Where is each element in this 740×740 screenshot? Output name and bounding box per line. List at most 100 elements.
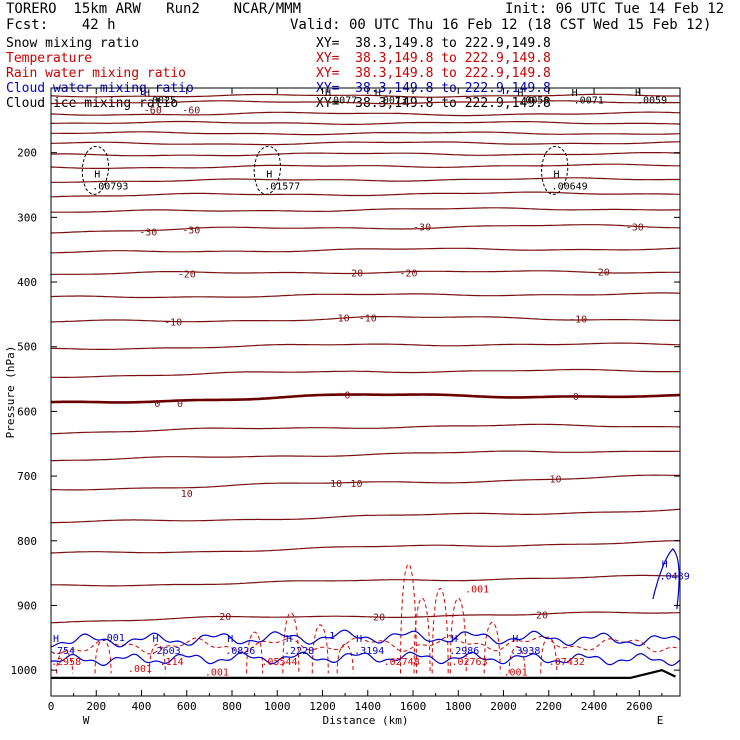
isotherm-label: 0 (573, 392, 579, 403)
cloud-water-high-marker: H (286, 634, 292, 645)
cloud-water-high-marker: H (512, 634, 518, 645)
isotherm-label: -10 (569, 314, 587, 325)
snow-max-value: .0059 (637, 96, 667, 107)
cloud-water-contour-label: 1 (329, 631, 335, 642)
x-tick-label: 2000 (490, 700, 517, 713)
isotherm-label: -30 (139, 228, 157, 239)
x-tick-label: 1000 (264, 700, 291, 713)
x-tick-label: 1800 (445, 700, 472, 713)
cloud-ice-contour (541, 145, 569, 195)
rain-contour-label: .001 (205, 667, 229, 678)
x-tick-label: 800 (222, 700, 242, 713)
isotherm-label: -60 (182, 105, 200, 116)
isotherm-line-0 (51, 93, 680, 98)
isotherm-label: 20 (373, 612, 385, 623)
rain-contour (431, 587, 449, 674)
rain-max-value: .02748 (384, 657, 420, 668)
snow-max-value: .0025 (146, 96, 176, 107)
isotherm-line-6 (51, 163, 680, 169)
isotherm-label: -30 (182, 226, 200, 237)
cloud-ice-max-value: .01577 (264, 181, 300, 192)
isotherm-label: -20 (178, 270, 196, 281)
cloud-water-high-marker: H (153, 634, 159, 645)
isotherm-line-8 (51, 191, 680, 198)
cloud-ice-contour (81, 145, 110, 195)
legend-field-1: Temperature (6, 51, 93, 66)
x-tick-label: 400 (132, 700, 152, 713)
x-tick-label: 1200 (309, 700, 336, 713)
cloud-water-max-value: .0826 (225, 646, 255, 657)
y-tick-label: 600 (17, 405, 37, 418)
y-tick-label: 400 (17, 276, 37, 289)
cloud-ice-high-marker: H (554, 169, 560, 180)
cloud-water-max-value: .3194 (354, 646, 384, 657)
isotherm-line-12 (51, 342, 680, 350)
isotherm-label: 20 (536, 611, 548, 622)
rain-contour (336, 643, 354, 674)
legend-xy-2: XY= 38.3,149.8 to 222.9,149.8 (316, 66, 551, 81)
rain-max-value: .02763 (451, 657, 487, 668)
rain-contour-label: .001 (128, 664, 152, 675)
rain-contour (508, 646, 526, 674)
y-tick-label: 500 (17, 341, 37, 354)
cloud-ice-high-marker: H (94, 169, 100, 180)
cloud-water-contour-bottom (51, 651, 680, 667)
isotherm-label: -10 (164, 317, 182, 328)
y-tick-label: 900 (17, 599, 37, 612)
snow-max-value: .0071 (574, 96, 604, 107)
isotherm-label: -20 (345, 268, 363, 279)
x-tick-label: 2400 (581, 700, 608, 713)
header-init: Init: 06 UTC Tue 14 Feb 12 (505, 1, 725, 17)
snow-high-marker: H (517, 88, 523, 99)
isotherm-label: -30 (413, 222, 431, 233)
isotherm-label: -30 (626, 222, 644, 233)
x-tick-label: 600 (177, 700, 197, 713)
isotherm-line-3 (51, 131, 680, 136)
header-valid: Valid: 00 UTC Thu 16 Feb 12 (18 CST Wed … (290, 17, 712, 33)
snow-high-marker: H (635, 88, 641, 99)
header-model: TORERO 15km ARW Run2 NCAR/MMM (6, 1, 302, 17)
rain-max-value: .001 (465, 585, 489, 596)
cloud-water-contour-label: .001 (101, 633, 125, 644)
cloud-water-high-marker: H (53, 634, 59, 645)
isotherm-label: 0 (154, 399, 160, 410)
legend-field-0: Snow mixing ratio (6, 36, 140, 51)
isotherm-line-2 (51, 120, 680, 125)
x-tick-label: 1400 (355, 700, 382, 713)
header-forecast: Fcst: 42 h (6, 17, 116, 33)
rain-contour (483, 622, 501, 674)
cloud-water-max-value: .754 (51, 646, 75, 657)
cloud-water-high-marker: H (356, 634, 362, 645)
isotherm-label: 10 (181, 489, 193, 500)
isotherm-line-14 (51, 423, 680, 435)
isotherm-label: -20 (399, 268, 417, 279)
x-tick-label: 2600 (626, 700, 653, 713)
cloud-water-max-value: .2228 (284, 646, 314, 657)
cloud-water-contour-top (51, 629, 680, 648)
y-tick-label: 200 (17, 147, 37, 160)
rain-contour (246, 631, 264, 674)
cloud-water-max-value: .0489 (660, 572, 690, 583)
rain-contour (311, 624, 329, 674)
y-tick-label: 300 (17, 211, 37, 224)
isotherm-line-17 (51, 540, 680, 554)
cloud-water-max-value: .2603 (151, 646, 181, 657)
rain-contour (449, 598, 467, 674)
x-axis-label: Distance (km) (322, 714, 408, 727)
isotherm-label: -10 (359, 314, 377, 325)
rain-contour (94, 639, 112, 674)
west-label: W (83, 714, 90, 727)
isotherm-line-10 (51, 247, 680, 254)
y-tick-label: 1000 (11, 664, 38, 677)
isotherm-line-16 (51, 508, 680, 524)
rain-max-value: .114 (160, 657, 184, 668)
rain-max-value: .07432 (549, 657, 585, 668)
isotherm-line-13 (51, 368, 680, 378)
isotherm-label: 10 (550, 475, 562, 486)
rain-contour (399, 563, 417, 674)
isotherm-line-11 (51, 292, 680, 299)
x-tick-label: 0 (48, 700, 55, 713)
isotherm-label: 0 (344, 391, 350, 402)
terrain-line (51, 668, 676, 679)
x-tick-label: 200 (86, 700, 106, 713)
